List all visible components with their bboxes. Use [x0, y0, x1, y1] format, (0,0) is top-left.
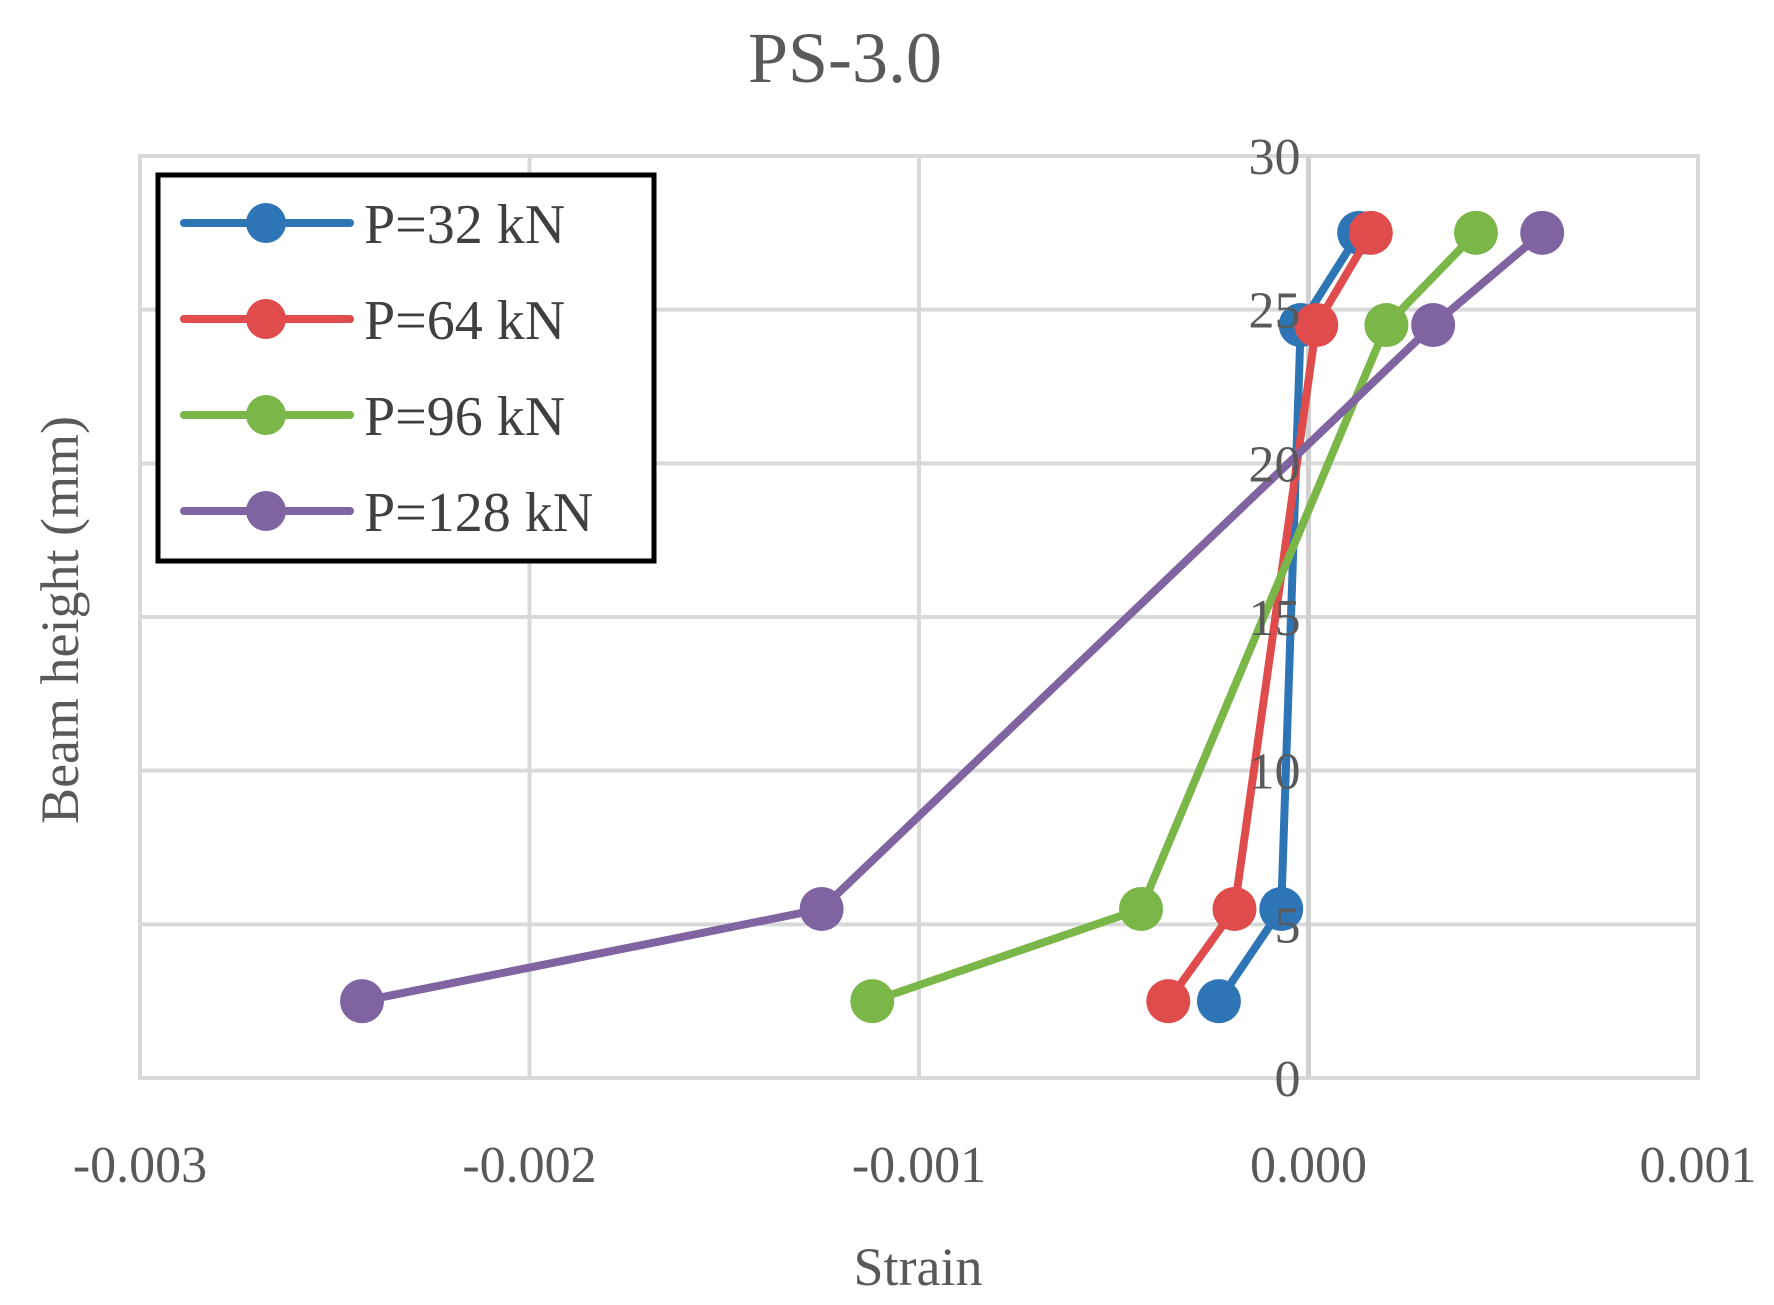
x-tick-label: -0.003 [73, 1137, 207, 1194]
series-layer [340, 210, 1565, 1024]
legend-label: P=64 kN [364, 290, 565, 352]
legend-label: P=128 kN [364, 482, 593, 544]
legend-marker [246, 395, 286, 435]
data-point [1520, 210, 1565, 255]
data-point [1119, 886, 1164, 931]
series-line [1214, 228, 1364, 1006]
tick-layer: -0.003 -0.002 -0.001 0.000 0.001 0 5 10 15 20 25 30 [73, 129, 1757, 1194]
y-tick-label: 5 [1275, 897, 1301, 954]
series-line [1164, 228, 1375, 1006]
data-point [1348, 210, 1393, 255]
series-3 [850, 210, 1498, 1024]
series-line [868, 228, 1480, 1006]
legend-marker [246, 299, 286, 339]
legend-label: P=96 kN [364, 386, 565, 448]
legend-box [155, 172, 657, 564]
data-point [850, 979, 895, 1024]
data-point [1146, 979, 1191, 1024]
chart-title: PS-3.0 [748, 18, 942, 98]
legend-entry: P=32 kN [180, 194, 565, 256]
data-point [799, 886, 844, 931]
data-point [1294, 303, 1339, 348]
legend-marker [246, 203, 286, 243]
legend-label: P=32 kN [364, 194, 565, 256]
data-point [340, 979, 385, 1024]
y-tick-label: 10 [1249, 744, 1301, 801]
data-point [1453, 210, 1498, 255]
legend-entry: P=128 kN [180, 482, 593, 544]
x-tick-label: -0.002 [462, 1137, 596, 1194]
x-tick-label: -0.001 [852, 1137, 986, 1194]
y-tick-label: 20 [1249, 436, 1301, 493]
y-tick-label: 0 [1275, 1051, 1301, 1108]
x-tick-label: 0.000 [1250, 1137, 1367, 1194]
data-point [1411, 303, 1456, 348]
legend: P=32 kN P=64 kN P=96 kN P=128 kN [155, 172, 657, 564]
y-tick-label: 15 [1249, 590, 1301, 647]
data-point [1364, 303, 1409, 348]
y-axis-title: Beam height (mm) [30, 416, 90, 824]
series-4 [340, 210, 1565, 1024]
data-point [1212, 886, 1257, 931]
legend-marker [246, 491, 286, 531]
data-point [1259, 886, 1304, 931]
legend-entry: P=96 kN [180, 386, 565, 448]
series-2 [1146, 210, 1393, 1024]
data-point [1196, 979, 1241, 1024]
x-axis-title: Strain [854, 1237, 983, 1297]
legend-entry: P=64 kN [180, 290, 565, 352]
y-tick-label: 30 [1249, 129, 1301, 186]
x-tick-label: 0.001 [1640, 1137, 1757, 1194]
y-tick-label: 25 [1249, 283, 1301, 340]
series-line [358, 228, 1547, 1006]
